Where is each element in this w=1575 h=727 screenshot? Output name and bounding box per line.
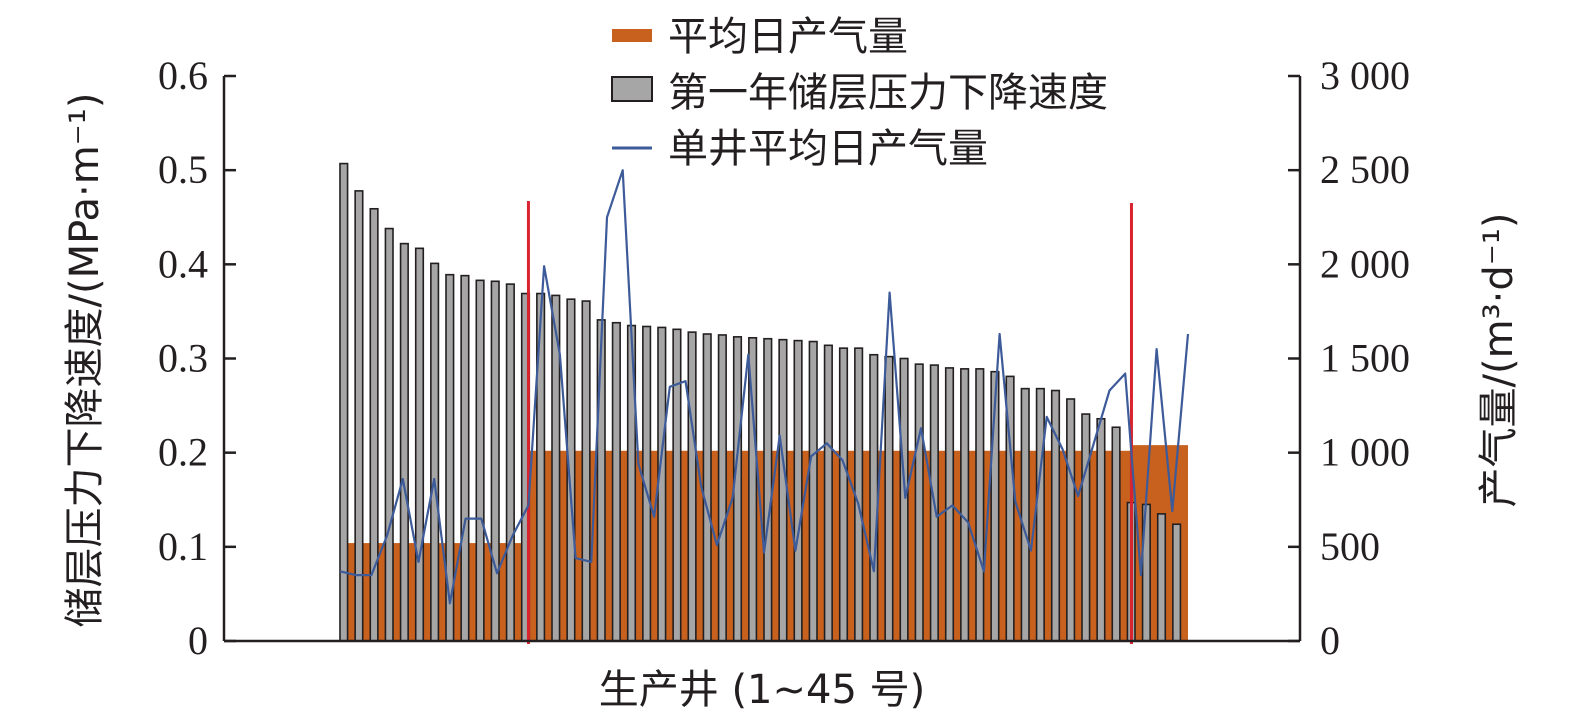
pressure-bar-layer (339, 162, 1182, 642)
pressure-bar-30 (778, 338, 788, 642)
pressure-bar-12 (505, 283, 515, 642)
single-well-line-layer (339, 169, 1190, 605)
left-tick-label-2: 0.2 (158, 430, 208, 475)
pressure-bar-33 (823, 344, 833, 642)
divider-line-layer (526, 201, 1133, 644)
pressure-bar-49 (1066, 398, 1076, 642)
pressure-bar-31 (793, 339, 803, 642)
pressure-bar-51 (1096, 417, 1106, 642)
legend-label-pressure-bar: 第一年储层压力下降速度 (668, 70, 1108, 116)
pressure-bar-47 (1035, 387, 1045, 642)
legend-label-average-gas: 平均日产气量 (668, 14, 908, 60)
pressure-bar-5 (399, 242, 409, 642)
pressure-bar-43 (975, 368, 985, 642)
pressure-bar-1 (339, 162, 349, 642)
left-tick-labels: 0 0.1 0.2 0.3 0.4 0.5 0.6 (158, 53, 208, 663)
pressure-bar-10 (475, 279, 485, 642)
pressure-bar-27 (732, 336, 743, 642)
pressure-bar-55 (1156, 513, 1167, 642)
pressure-bar-9 (460, 274, 470, 642)
left-tick-label-3: 0.3 (158, 336, 208, 381)
pressure-bar-50 (1081, 413, 1091, 642)
pressure-bar-25 (702, 333, 712, 642)
right-axis-title: 产气量/(m³·d⁻¹) (1476, 213, 1522, 508)
right-tick-label-1: 500 (1320, 524, 1380, 569)
legend-label-line: 单井平均日产气量 (668, 126, 988, 172)
pressure-bar-34 (838, 347, 849, 642)
pressure-bar-4 (384, 227, 394, 642)
pressure-bar-6 (414, 247, 425, 642)
right-tick-label-3: 1 500 (1320, 336, 1410, 381)
pressure-bar-37 (884, 355, 894, 642)
right-tick-label-2: 1 000 (1320, 430, 1410, 475)
pressure-bar-2 (354, 190, 364, 642)
pressure-bar-19 (611, 321, 621, 642)
pressure-bar-7 (430, 262, 440, 642)
legend: 平均日产气量 第一年储层压力下降速度 单井平均日产气量 (611, 14, 1108, 172)
pressure-bar-56 (1172, 523, 1182, 642)
pressure-bar-39 (914, 363, 924, 642)
left-tick-label-1: 0.1 (158, 524, 208, 569)
right-tick-label-4: 2 000 (1320, 241, 1410, 286)
pressure-bar-36 (869, 353, 879, 642)
pressure-bar-52 (1111, 426, 1121, 642)
axes-layer (222, 74, 1302, 643)
right-tick-label-5: 2 500 (1320, 147, 1410, 192)
left-tick-label-4: 0.4 (158, 241, 208, 286)
x-axis-title: 生产井 (1~45 号) (599, 667, 926, 713)
pressure-bar-42 (960, 368, 970, 642)
pressure-bar-46 (1020, 387, 1030, 642)
right-tick-label-6: 3 000 (1320, 53, 1410, 98)
left-tick-label-6: 0.6 (158, 53, 208, 98)
legend-swatch-pressure-bar (611, 76, 653, 102)
pressure-bar-11 (490, 280, 500, 642)
pressure-bar-38 (899, 357, 909, 642)
left-axis-title: 储层压力下降速度/(MPa·m⁻¹) (62, 93, 108, 628)
single-well-gas-line (339, 169, 1190, 605)
left-tick-label-5: 0.5 (158, 147, 208, 192)
pressure-bar-32 (808, 340, 818, 642)
pressure-bar-17 (581, 300, 591, 642)
pressure-bar-24 (687, 331, 697, 642)
pressure-bar-29 (763, 337, 773, 642)
left-tick-label-0: 0 (188, 618, 208, 663)
pressure-bar-23 (672, 328, 682, 642)
legend-swatch-average-gas (612, 29, 652, 42)
right-tick-labels: 0 500 1 000 1 500 2 000 2 500 3 000 (1320, 53, 1410, 663)
pressure-bar-22 (657, 326, 667, 642)
pressure-bar-26 (717, 334, 727, 642)
right-tick-label-0: 0 (1320, 618, 1340, 663)
